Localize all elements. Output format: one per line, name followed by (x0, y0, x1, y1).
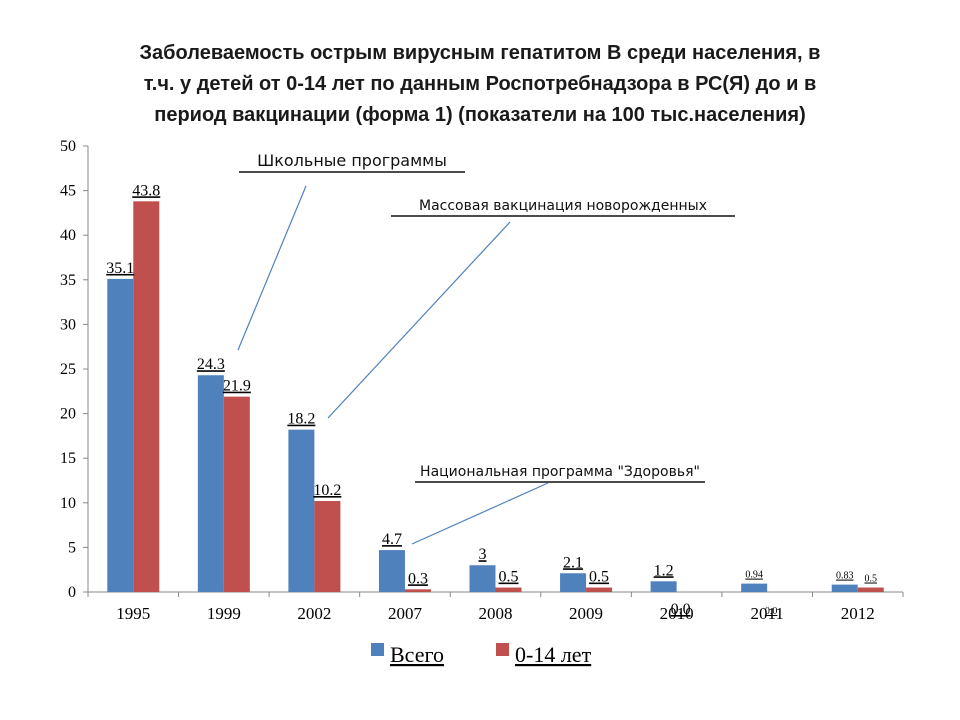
chart-title: Заболеваемость острым вирусным гепатитом… (40, 38, 920, 131)
bar-vsego-1995 (107, 278, 134, 592)
x-tick-label: 2012 (841, 604, 875, 623)
data-label-vsego-2012: 0.83 (836, 571, 854, 582)
y-tick-label: 0 (68, 584, 76, 601)
data-label-0-14-1995: 43.8 (132, 182, 160, 199)
data-label-vsego-2009: 2.1 (563, 554, 583, 571)
data-label-0-14-2010: 0.0 (671, 601, 691, 618)
x-tick-label: 1999 (207, 604, 241, 623)
chart-title-line-1: Заболеваемость острым вирусным гепатитом… (139, 42, 821, 64)
data-label-0-14-2009: 0.5 (589, 569, 609, 586)
legend-label-0-14: 0-14 лет (515, 642, 592, 667)
x-tick-label: 2008 (479, 604, 513, 623)
annotation-label-3: Национальная программа "Здоровья" (420, 464, 700, 480)
bar-vsego-2010 (650, 581, 677, 592)
bar-0-14-1995 (133, 201, 160, 592)
data-label-vsego-2011: 0.94 (745, 570, 763, 581)
data-label-0-14-2011: 0.0 (765, 606, 778, 617)
chart-title-line-2: т.ч. у детей от 0-14 лет по данным Роспо… (143, 73, 817, 95)
bar-0-14-2002 (314, 501, 341, 592)
x-tick-label: 2011 (750, 604, 783, 623)
data-label-0-14-2007: 0.3 (408, 570, 428, 587)
annotation-pointer-3 (411, 482, 549, 545)
bar-0-14-1999 (223, 396, 250, 592)
data-label-vsego-2008: 3 (479, 546, 487, 563)
data-label-vsego-1999: 24.3 (197, 356, 225, 373)
y-tick-label: 40 (60, 227, 76, 244)
data-label-0-14-1999: 21.9 (223, 378, 251, 395)
x-tick-label: 2010 (660, 604, 694, 623)
y-tick-label: 10 (60, 495, 76, 512)
y-tick-label: 30 (60, 316, 76, 333)
y-tick-label: 35 (60, 272, 76, 289)
bar-vsego-2011 (741, 583, 768, 592)
annotation-pointer-1 (237, 185, 307, 351)
data-label-0-14-2002: 10.2 (313, 482, 341, 499)
y-tick-label: 5 (68, 539, 76, 556)
data-label-vsego-2002: 18.2 (287, 411, 315, 428)
y-tick-label: 45 (60, 183, 76, 200)
bar-0-14-2007 (404, 589, 431, 592)
bar-vsego-1999 (197, 375, 224, 592)
data-label-0-14-2008: 0.5 (499, 569, 519, 586)
data-label-0-14-2012: 0.5 (864, 574, 877, 585)
annotation-label-1: Школьные программы (257, 151, 447, 170)
bar-vsego-2012 (831, 584, 858, 592)
annotation-label-2: Массовая вакцинация новорожденных (419, 198, 707, 214)
legend-swatch-vsego (371, 643, 384, 656)
bar-vsego-2007 (378, 550, 405, 592)
annotation-pointer-2 (327, 221, 511, 419)
x-tick-label: 1995 (116, 604, 150, 623)
data-label-vsego-2007: 4.7 (382, 531, 402, 548)
legend-swatch-0-14 (496, 643, 509, 656)
chart-title-line-3: период вакцинации (форма 1) (показатели … (154, 104, 806, 126)
y-tick-label: 15 (60, 450, 76, 467)
data-label-vsego-1995: 35.1 (106, 260, 134, 277)
bar-vsego-2009 (560, 573, 587, 592)
data-label-vsego-2010: 1.2 (654, 562, 674, 579)
y-tick-label: 25 (60, 361, 76, 378)
x-tick-label: 2009 (569, 604, 603, 623)
bar-vsego-2002 (288, 429, 315, 592)
bar-0-14-2008 (495, 587, 522, 592)
bar-0-14-2009 (586, 587, 613, 592)
x-tick-label: 2002 (297, 604, 331, 623)
bar-vsego-2008 (469, 565, 496, 592)
legend-label-vsego: Всего (390, 642, 444, 667)
y-tick-label: 50 (60, 138, 76, 155)
x-tick-label: 2007 (388, 604, 423, 623)
y-tick-label: 20 (60, 406, 76, 423)
bar-0-14-2012 (857, 587, 884, 592)
